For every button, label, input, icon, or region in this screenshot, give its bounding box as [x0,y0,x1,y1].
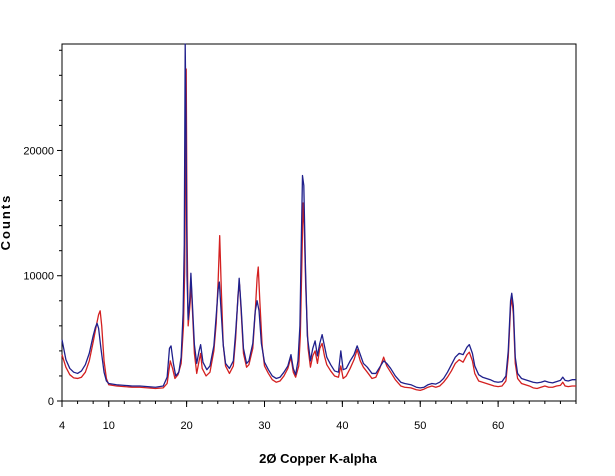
y-tick-label: 20000 [23,145,54,157]
tick-marks: 0 10000 20000 4 10 20 30 40 50 60 [23,145,504,432]
x-tick-label: 10 [103,420,115,432]
y-tick-label: 10000 [23,271,54,283]
plot-area [61,43,577,402]
x-axis-title: 2Ø Copper K-alpha [259,451,378,466]
series-group [61,43,576,391]
series-line-2 [61,43,576,389]
y-axis-title: Counts [0,194,13,251]
x-tick-label: 40 [336,420,348,432]
x-tick-label: 20 [180,420,192,432]
x-tick-label: 60 [492,420,504,432]
y-tick-label: 0 [48,396,54,408]
x-tick-label: 30 [258,420,270,432]
x-tick-label: 4 [59,420,65,432]
x-tick-label: 50 [414,420,426,432]
series-line-1 [61,68,576,391]
